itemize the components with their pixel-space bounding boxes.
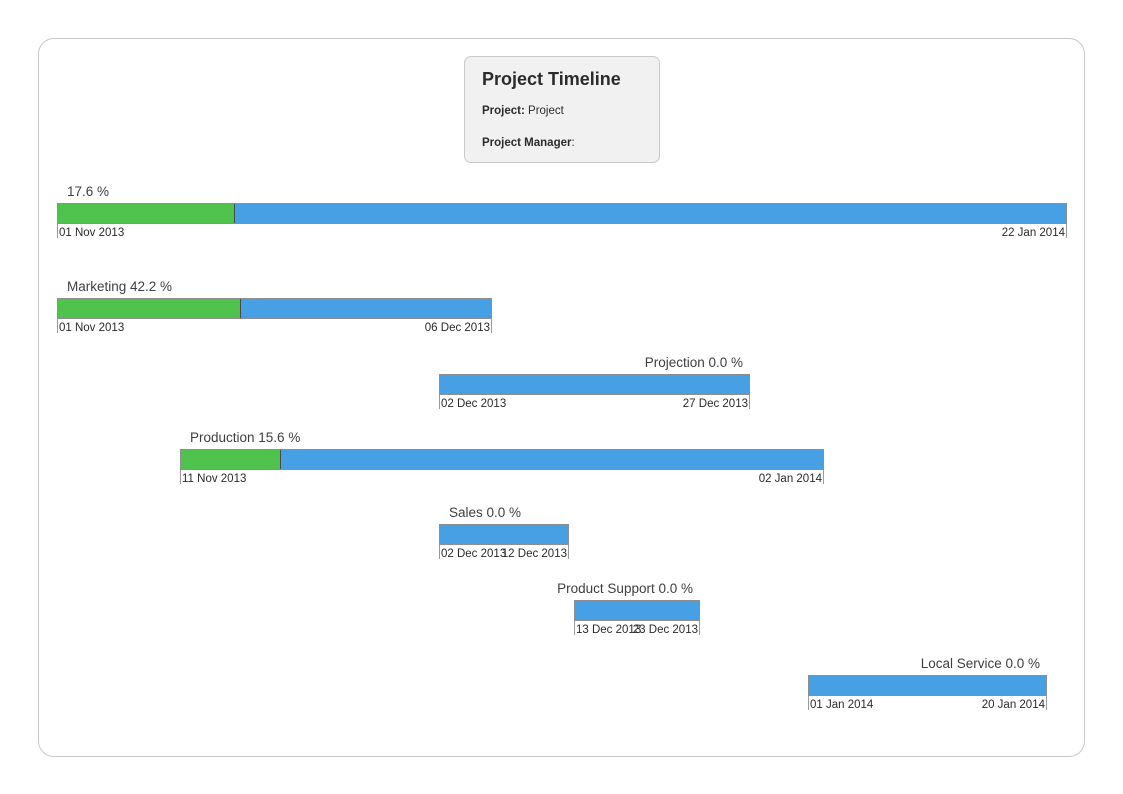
- task-bar[interactable]: [808, 675, 1047, 696]
- task-bar[interactable]: [57, 298, 492, 319]
- title-box[interactable]: Project Timeline Project: Project Projec…: [464, 56, 660, 163]
- task-end-date: 12 Dec 2013: [501, 548, 567, 560]
- task-progress-bar: [58, 299, 241, 318]
- date-tick: [439, 395, 440, 409]
- task-bar[interactable]: [439, 524, 569, 545]
- date-tick: [491, 319, 492, 333]
- task-label: Product Support 0.0 %: [557, 581, 693, 596]
- task-label: Projection 0.0 %: [644, 355, 743, 370]
- task-start-date: 02 Dec 2013: [441, 398, 507, 410]
- task-bar[interactable]: [439, 374, 750, 395]
- date-tick: [574, 621, 575, 635]
- task-start-date: 11 Nov 2013: [182, 473, 247, 485]
- task-end-date: 06 Dec 2013: [424, 322, 490, 334]
- task-end-date: 02 Jan 2014: [758, 473, 822, 485]
- task-label: Local Service 0.0 %: [920, 656, 1040, 671]
- task-label: Sales 0.0 %: [449, 505, 522, 520]
- task-progress-bar: [181, 450, 281, 469]
- task-end-date: 22 Jan 2014: [1001, 227, 1065, 239]
- date-tick: [57, 319, 58, 333]
- date-tick: [808, 696, 809, 710]
- task-label: 17.6 %: [67, 184, 110, 199]
- task-start-date: 01 Nov 2013: [59, 322, 125, 334]
- project-label: Project:: [482, 105, 525, 117]
- project-manager-label: Project Manager: [482, 137, 572, 149]
- task-start-date: 01 Nov 2013: [59, 227, 125, 239]
- date-tick: [823, 470, 824, 484]
- task-bar[interactable]: [180, 449, 824, 470]
- task-end-date: 27 Dec 2013: [682, 398, 748, 410]
- date-tick: [439, 545, 440, 559]
- project-manager-colon: :: [571, 137, 575, 149]
- chart-title: Project Timeline: [482, 69, 621, 89]
- task-label: Production 15.6 %: [190, 430, 301, 445]
- date-tick: [749, 395, 750, 409]
- date-tick: [568, 545, 569, 559]
- task-end-date: 20 Jan 2014: [981, 699, 1045, 711]
- task-progress-bar: [58, 204, 235, 223]
- task-end-date: 23 Dec 2013: [632, 624, 698, 636]
- project-manager-row: Project Manager:: [482, 137, 575, 149]
- date-tick: [57, 224, 58, 238]
- date-tick: [1066, 224, 1067, 238]
- task-bar[interactable]: [57, 203, 1067, 224]
- task-label: Marketing 42.2 %: [67, 279, 173, 294]
- task-start-date: 02 Dec 2013: [441, 548, 507, 560]
- date-tick: [1046, 696, 1047, 710]
- task-start-date: 01 Jan 2014: [810, 699, 874, 711]
- date-tick: [180, 470, 181, 484]
- task-start-date: 13 Dec 2013: [576, 624, 642, 636]
- task-bar[interactable]: [574, 600, 700, 621]
- project-value: Project: [528, 105, 564, 117]
- date-tick: [699, 621, 700, 635]
- project-row: Project: Project: [482, 105, 564, 117]
